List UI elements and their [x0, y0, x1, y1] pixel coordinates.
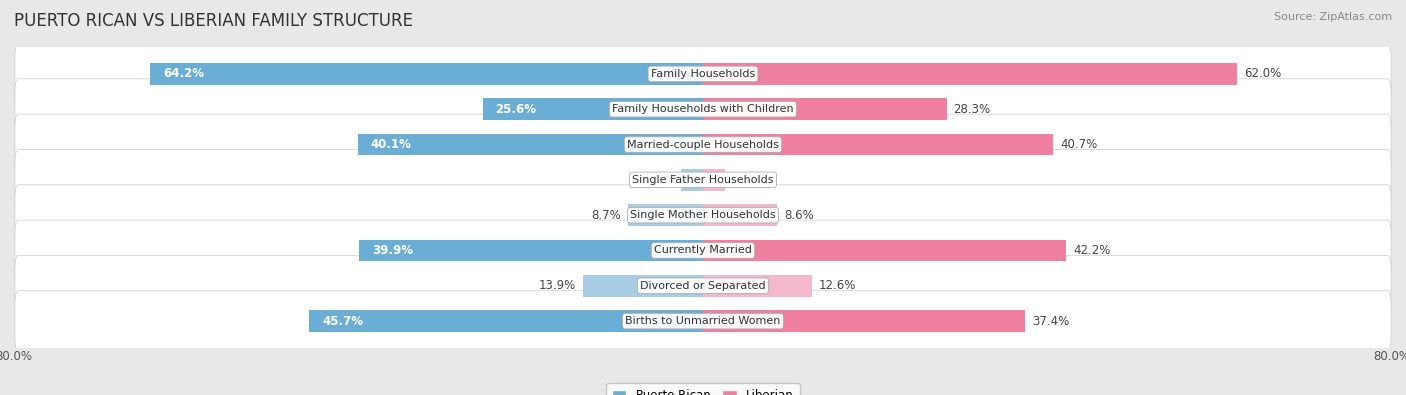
Bar [703, 239, 1066, 261]
Text: 8.6%: 8.6% [785, 209, 814, 222]
Text: 62.0%: 62.0% [1244, 68, 1281, 81]
Text: 40.7%: 40.7% [1060, 138, 1098, 151]
Bar [703, 204, 778, 226]
Bar [583, 275, 703, 297]
Legend: Puerto Rican, Liberian: Puerto Rican, Liberian [606, 383, 800, 395]
Text: 2.5%: 2.5% [731, 173, 761, 186]
Text: Family Households with Children: Family Households with Children [612, 104, 794, 114]
Text: Divorced or Separated: Divorced or Separated [640, 281, 766, 291]
Bar [482, 98, 703, 120]
Bar [703, 275, 811, 297]
Text: Family Households: Family Households [651, 69, 755, 79]
FancyBboxPatch shape [15, 43, 1391, 104]
Text: Married-couple Households: Married-couple Households [627, 139, 779, 150]
Text: 8.7%: 8.7% [592, 209, 621, 222]
Text: 64.2%: 64.2% [163, 68, 204, 81]
FancyBboxPatch shape [15, 185, 1391, 246]
Text: 13.9%: 13.9% [538, 279, 576, 292]
Text: Single Father Households: Single Father Households [633, 175, 773, 185]
Text: 40.1%: 40.1% [371, 138, 412, 151]
FancyBboxPatch shape [15, 256, 1391, 316]
Text: Births to Unmarried Women: Births to Unmarried Women [626, 316, 780, 326]
Bar [360, 239, 703, 261]
Bar [703, 134, 1053, 156]
Text: 12.6%: 12.6% [818, 279, 856, 292]
Text: 45.7%: 45.7% [322, 314, 363, 327]
Bar [357, 134, 703, 156]
FancyBboxPatch shape [15, 291, 1391, 352]
Bar [703, 169, 724, 191]
Text: 42.2%: 42.2% [1073, 244, 1111, 257]
Bar [681, 169, 703, 191]
Text: 28.3%: 28.3% [953, 103, 991, 116]
Text: PUERTO RICAN VS LIBERIAN FAMILY STRUCTURE: PUERTO RICAN VS LIBERIAN FAMILY STRUCTUR… [14, 12, 413, 30]
Text: Single Mother Households: Single Mother Households [630, 210, 776, 220]
Text: 25.6%: 25.6% [495, 103, 537, 116]
Text: 39.9%: 39.9% [373, 244, 413, 257]
Bar [150, 63, 703, 85]
Text: 2.6%: 2.6% [644, 173, 673, 186]
FancyBboxPatch shape [15, 79, 1391, 139]
Bar [309, 310, 703, 332]
Bar [628, 204, 703, 226]
Bar [703, 63, 1237, 85]
Text: Currently Married: Currently Married [654, 245, 752, 256]
Text: Source: ZipAtlas.com: Source: ZipAtlas.com [1274, 12, 1392, 22]
FancyBboxPatch shape [15, 220, 1391, 281]
Bar [703, 98, 946, 120]
Bar [703, 310, 1025, 332]
Text: 37.4%: 37.4% [1032, 314, 1069, 327]
FancyBboxPatch shape [15, 114, 1391, 175]
FancyBboxPatch shape [15, 149, 1391, 210]
